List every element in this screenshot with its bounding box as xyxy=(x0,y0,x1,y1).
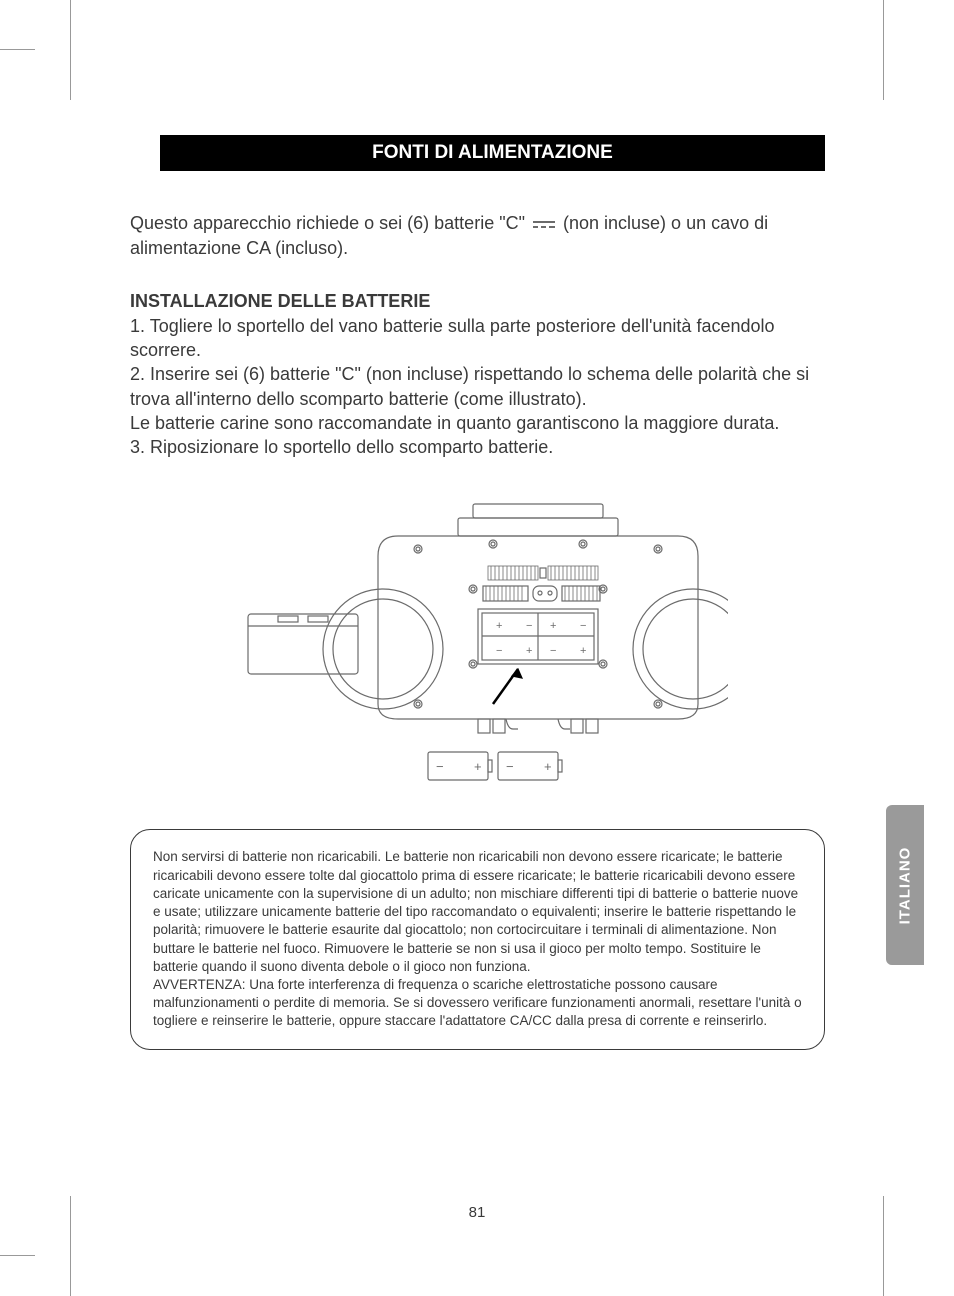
crop-mark xyxy=(70,0,71,100)
page-content: FONTI DI ALIMENTAZIONE Questo apparecchi… xyxy=(130,135,825,1050)
install-body: 1. Togliere lo sportello del vano batter… xyxy=(130,314,825,460)
intro-text: Questo apparecchio richiede o sei (6) ba… xyxy=(130,211,825,261)
page-number: 81 xyxy=(0,1204,954,1221)
install-header: INSTALLAZIONE DELLE BATTERIE xyxy=(130,291,825,312)
crop-mark xyxy=(0,1255,35,1256)
svg-text:+: + xyxy=(474,759,482,774)
svg-text:+: + xyxy=(544,759,552,774)
battery-diagram: + − + − − + − + xyxy=(130,494,825,799)
svg-text:−: − xyxy=(580,620,586,632)
section-title: FONTI DI ALIMENTAZIONE xyxy=(160,135,825,171)
dc-symbol-icon xyxy=(532,212,556,236)
svg-text:+: + xyxy=(580,645,586,657)
crop-mark xyxy=(0,40,35,50)
svg-text:+: + xyxy=(550,620,556,632)
svg-text:−: − xyxy=(550,645,556,657)
svg-text:−: − xyxy=(526,620,532,632)
svg-text:−: − xyxy=(496,645,502,657)
language-tab: ITALIANO xyxy=(886,805,924,965)
language-label: ITALIANO xyxy=(897,846,914,924)
crop-mark xyxy=(883,0,884,100)
intro-part1: Questo apparecchio richiede o sei (6) ba… xyxy=(130,213,530,233)
svg-text:+: + xyxy=(496,620,502,632)
svg-text:−: − xyxy=(506,759,514,774)
warning-box: Non servirsi di batterie non ricaricabil… xyxy=(130,829,825,1049)
svg-text:−: − xyxy=(436,759,444,774)
warning-text: Non servirsi di batterie non ricaricabil… xyxy=(153,849,802,1028)
svg-text:+: + xyxy=(526,645,532,657)
